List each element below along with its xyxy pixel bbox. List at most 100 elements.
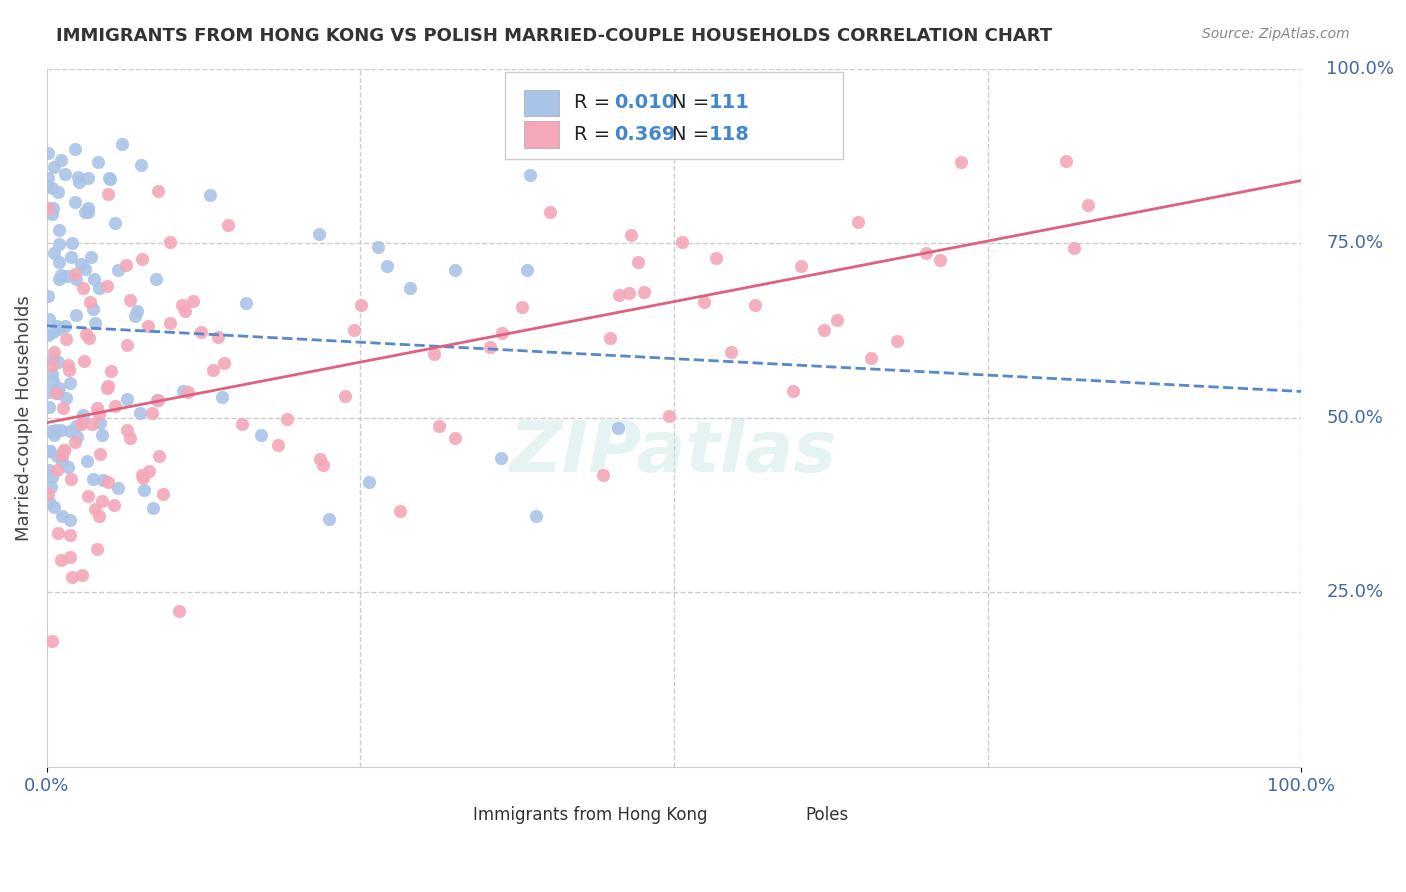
Point [46, 322, 69, 336]
Point [104, 400, 127, 414]
Point [846, 214, 869, 228]
Point [159, 235, 181, 249]
Point [214, 356, 236, 370]
Point [39, 496, 62, 510]
Point [138, 464, 160, 478]
Point [524, 509, 547, 524]
Point [38, 444, 60, 458]
Point [620, 227, 643, 242]
Point [46, 449, 69, 463]
Point [318, 512, 340, 526]
Point [53, 442, 76, 457]
Point [693, 295, 716, 310]
Point [111, 136, 134, 151]
Point [48, 381, 70, 395]
Point [41, 181, 63, 195]
Point [132, 471, 155, 485]
Point [39, 424, 62, 438]
Point [744, 298, 766, 312]
Point [118, 431, 141, 445]
Point [146, 393, 169, 408]
Point [141, 407, 163, 421]
Point [44, 345, 66, 359]
Point [42, 202, 65, 216]
Point [915, 245, 938, 260]
Point [76, 202, 98, 216]
Point [38, 444, 60, 458]
Text: 100.0%: 100.0% [1326, 60, 1395, 78]
Point [949, 155, 972, 169]
Point [41, 469, 63, 483]
Point [49, 423, 72, 437]
Point [86, 401, 108, 416]
Point [399, 280, 422, 294]
Point [343, 323, 366, 337]
Point [145, 272, 167, 286]
Point [37, 487, 59, 501]
Point [103, 498, 125, 512]
Point [75, 205, 97, 219]
Text: Source: ZipAtlas.com: Source: ZipAtlas.com [1202, 27, 1350, 41]
Point [91, 428, 114, 442]
Text: IMMIGRANTS FROM HONG KONG VS POLISH MARRIED-COUPLE HOUSEHOLDS CORRELATION CHART: IMMIGRANTS FROM HONG KONG VS POLISH MARR… [56, 27, 1052, 45]
Point [633, 285, 655, 299]
Point [41, 367, 63, 381]
Point [491, 450, 513, 465]
Text: R =: R = [574, 94, 616, 112]
Point [96, 381, 118, 395]
Point [929, 252, 952, 267]
Text: 111: 111 [709, 94, 749, 112]
Point [115, 392, 138, 406]
Point [72, 353, 94, 368]
Point [42, 351, 65, 366]
Point [479, 340, 502, 354]
Point [75, 327, 97, 342]
Point [89, 447, 111, 461]
Point [308, 227, 330, 242]
Point [97, 187, 120, 202]
Point [59, 549, 82, 564]
Point [250, 428, 273, 442]
Point [58, 459, 80, 474]
Text: 25.0%: 25.0% [1326, 583, 1384, 601]
Point [39, 480, 62, 494]
Point [115, 337, 138, 351]
Point [70, 568, 93, 582]
Point [66, 169, 89, 184]
Point [97, 475, 120, 489]
Point [145, 392, 167, 407]
Point [142, 500, 165, 515]
Point [87, 508, 110, 523]
Point [45, 423, 67, 437]
Point [115, 258, 138, 272]
Point [60, 250, 83, 264]
Point [97, 379, 120, 393]
Text: N =: N = [672, 125, 716, 144]
Point [367, 240, 389, 254]
Point [510, 300, 533, 314]
Point [172, 384, 194, 398]
Point [98, 170, 121, 185]
Point [52, 401, 75, 415]
Point [181, 294, 204, 309]
Point [41, 358, 63, 372]
FancyBboxPatch shape [429, 804, 461, 827]
Point [37, 145, 59, 160]
Text: 75.0%: 75.0% [1326, 235, 1384, 252]
Point [65, 194, 87, 209]
Point [75, 261, 97, 276]
Point [46, 385, 69, 400]
Point [49, 553, 72, 567]
Point [59, 513, 82, 527]
Point [60, 472, 83, 486]
Text: Poles: Poles [806, 806, 849, 824]
Point [276, 411, 298, 425]
Text: 0.010: 0.010 [614, 94, 675, 112]
Point [607, 421, 630, 435]
Point [548, 95, 571, 110]
Point [63, 435, 86, 450]
Point [82, 472, 104, 486]
Point [107, 262, 129, 277]
FancyBboxPatch shape [523, 121, 558, 147]
Point [76, 453, 98, 467]
